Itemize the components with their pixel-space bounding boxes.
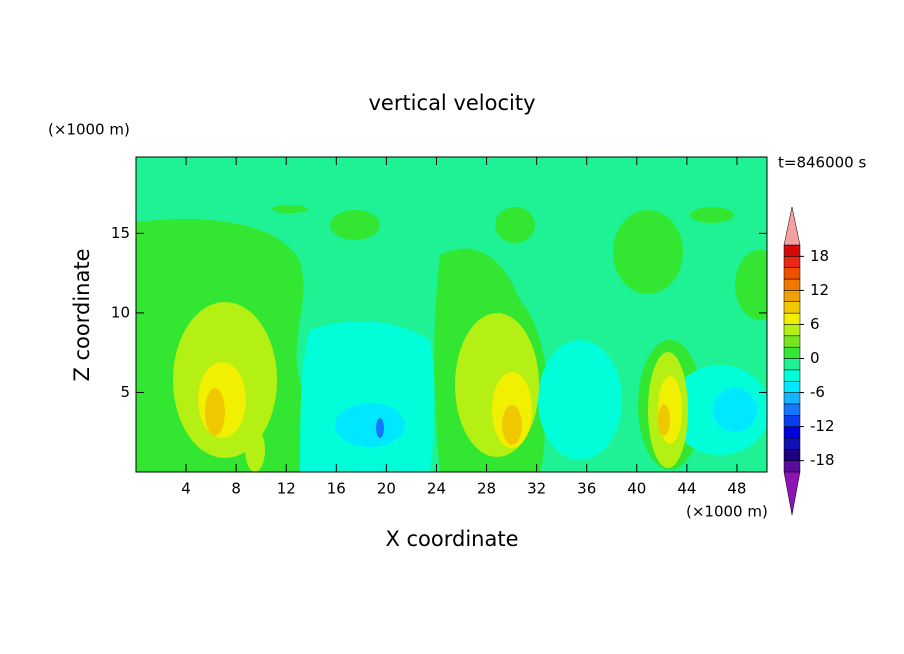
colorbar-box <box>783 256 801 268</box>
colorbar-box <box>783 426 801 439</box>
colorbar-tick-label: 0 <box>810 349 820 367</box>
x-tick-label: 20 <box>377 480 396 498</box>
y-tick-label: 5 <box>120 383 130 401</box>
colorbar-box <box>783 346 801 359</box>
colorbar-box <box>783 437 801 450</box>
y-unit: (×1000 m) <box>48 121 130 139</box>
x-tick-label: 32 <box>527 480 546 498</box>
colorbar-tick-label: 12 <box>810 281 829 299</box>
colorbar-box <box>783 244 801 257</box>
colorbar-extend-low <box>783 471 801 516</box>
x-tick-label: 12 <box>277 480 296 498</box>
y-tick-label: 15 <box>111 224 130 242</box>
y-axis-label: Z coordinate <box>70 248 94 381</box>
colorbar-box <box>783 403 801 416</box>
colorbar-box <box>783 369 801 382</box>
colorbar-box <box>783 312 801 325</box>
x-tick-label: 4 <box>181 480 191 498</box>
x-tick-label: 28 <box>477 480 496 498</box>
x-tick-label: 40 <box>627 480 646 498</box>
y-tick-label: 10 <box>111 303 130 321</box>
colorbar-box <box>783 301 801 314</box>
colorbar-box <box>783 290 801 302</box>
annotation: t=846000 s <box>778 154 866 172</box>
chart-title: vertical velocity <box>368 91 535 115</box>
colorbar-box <box>783 267 801 280</box>
colorbar-box <box>783 380 801 393</box>
colorbar-tick-label: 18 <box>810 247 829 265</box>
colorbar-box <box>783 460 801 473</box>
colorbar-box <box>783 449 801 461</box>
colorbar-box <box>783 358 801 371</box>
colorbar-box <box>783 392 801 405</box>
x-tick-label: 48 <box>727 480 746 498</box>
plot-frame <box>135 156 768 473</box>
x-tick-label: 24 <box>427 480 446 498</box>
x-tick-label: 16 <box>327 480 346 498</box>
x-tick-label: 36 <box>577 480 596 498</box>
colorbar-box <box>783 335 801 348</box>
colorbar-box <box>783 278 801 291</box>
colorbar-tick-label: 6 <box>810 315 820 333</box>
x-tick-label: 44 <box>677 480 696 498</box>
colorbar-tick-label: -18 <box>810 451 835 469</box>
contour-field <box>136 157 767 472</box>
x-axis-label: X coordinate <box>385 527 518 551</box>
x-tick-label: 8 <box>231 480 241 498</box>
colorbar-tick-label: -6 <box>810 383 825 401</box>
x-unit: (×1000 m) <box>686 503 768 521</box>
colorbar-box <box>783 415 801 427</box>
colorbar-tick-label: -12 <box>810 417 835 435</box>
colorbar-extend-high <box>783 206 801 246</box>
colorbar-box <box>783 324 801 337</box>
